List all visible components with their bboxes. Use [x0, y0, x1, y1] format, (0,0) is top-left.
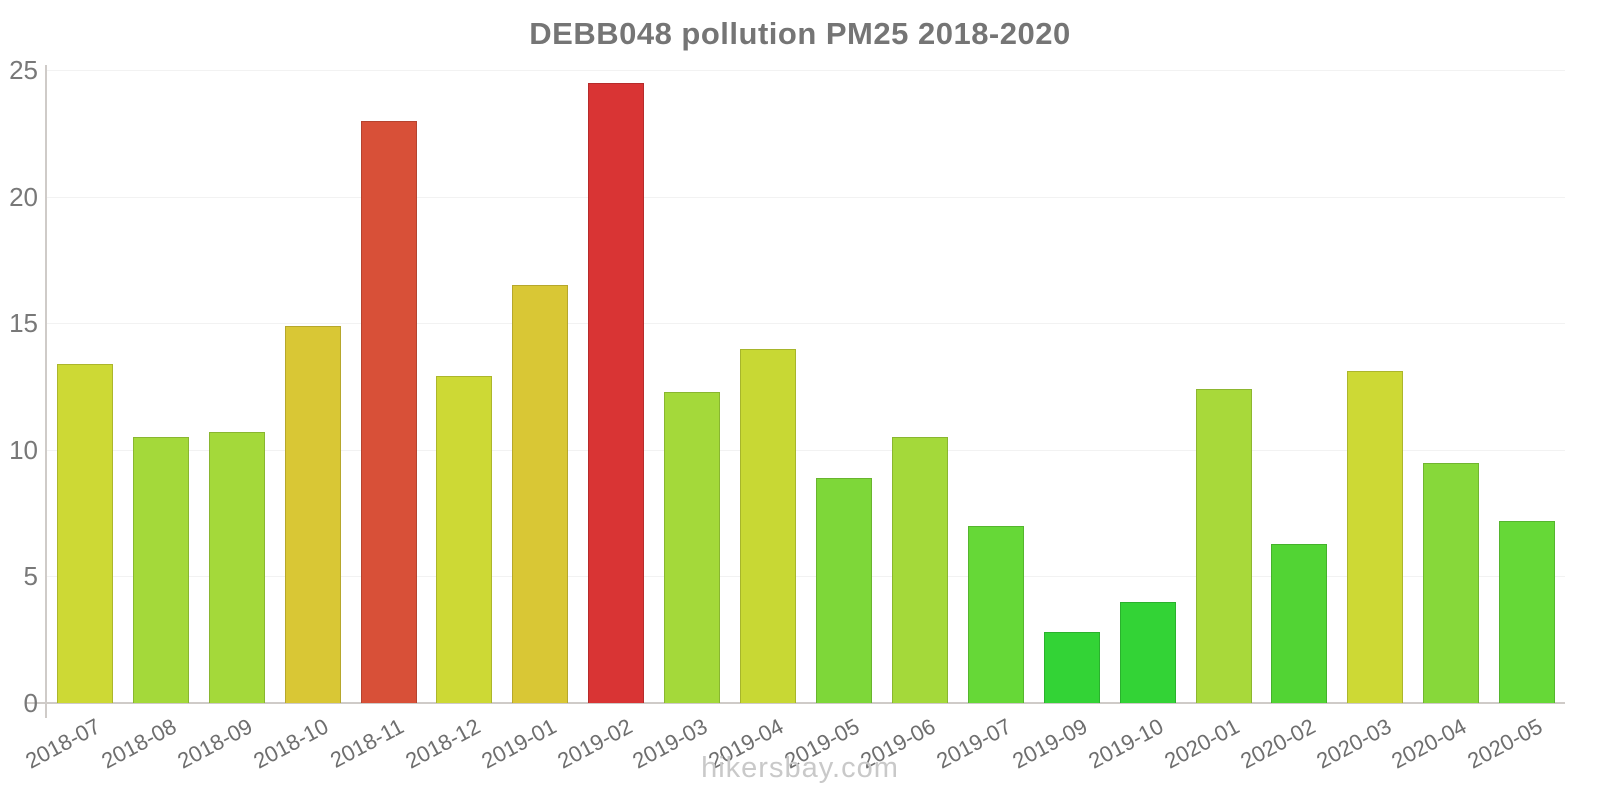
bar-2018-07[interactable] — [56, 363, 113, 703]
bar-2020-04[interactable] — [1423, 462, 1480, 703]
bar-2018-08[interactable] — [132, 437, 189, 703]
bar-slot-2019-07 — [958, 70, 1034, 703]
y-tick-label-5: 5 — [23, 561, 38, 591]
gridline-25 — [47, 70, 1565, 71]
gridline-5 — [47, 576, 1565, 577]
bar-2019-05[interactable] — [816, 477, 873, 703]
y-tick-label-25: 25 — [9, 55, 38, 85]
bar-2019-10[interactable] — [1119, 601, 1176, 703]
bar-slot-2018-10 — [275, 70, 351, 703]
chart-title: DEBB048 pollution PM25 2018-2020 — [529, 16, 1071, 51]
y-tick-label-20: 20 — [9, 182, 38, 212]
bar-slot-2018-11 — [351, 70, 427, 703]
bar-2020-05[interactable] — [1499, 520, 1556, 703]
bar-2020-02[interactable] — [1271, 543, 1328, 703]
bar-2019-04[interactable] — [740, 348, 797, 703]
watermark-text: hikersbay.com — [701, 752, 899, 784]
bar-slot-2019-10 — [1110, 70, 1186, 703]
bar-2018-09[interactable] — [208, 432, 265, 703]
bar-slot-2019-04 — [730, 70, 806, 703]
bar-slot-2018-12 — [427, 70, 503, 703]
gridline-15 — [47, 323, 1565, 324]
bar-slot-2020-04 — [1413, 70, 1489, 703]
bar-slot-2019-02 — [578, 70, 654, 703]
y-axis-line — [45, 65, 47, 718]
bars-group — [47, 70, 1565, 703]
bar-slot-2020-03 — [1337, 70, 1413, 703]
gridline-20 — [47, 197, 1565, 198]
bar-slot-2020-02 — [1262, 70, 1338, 703]
bar-slot-2019-05 — [806, 70, 882, 703]
plot-area — [47, 70, 1565, 703]
bar-slot-2020-01 — [1186, 70, 1262, 703]
bar-slot-2018-08 — [123, 70, 199, 703]
y-tick-label-15: 15 — [9, 308, 38, 338]
bar-slot-2019-09 — [1034, 70, 1110, 703]
y-tick-label-10: 10 — [9, 435, 38, 465]
bar-slot-2019-01 — [502, 70, 578, 703]
bar-slot-2020-05 — [1489, 70, 1565, 703]
bar-slot-2019-03 — [654, 70, 730, 703]
bar-slot-2019-06 — [882, 70, 958, 703]
bar-2018-11[interactable] — [360, 120, 417, 703]
bar-2019-01[interactable] — [512, 285, 569, 703]
y-tick-label-0: 0 — [23, 688, 38, 718]
bar-2019-02[interactable] — [588, 82, 645, 703]
bar-2019-07[interactable] — [967, 525, 1024, 703]
x-axis-line — [45, 702, 1565, 704]
bar-slot-2018-07 — [47, 70, 123, 703]
bar-slot-2018-09 — [199, 70, 275, 703]
bar-2020-03[interactable] — [1347, 371, 1404, 703]
bar-2019-09[interactable] — [1043, 632, 1100, 703]
bar-2018-10[interactable] — [284, 325, 341, 703]
y-axis-zero-tick — [26, 702, 45, 704]
bar-2019-03[interactable] — [664, 391, 721, 703]
bar-2020-01[interactable] — [1195, 389, 1252, 703]
gridline-10 — [47, 450, 1565, 451]
bar-2019-06[interactable] — [891, 437, 948, 703]
bar-2018-12[interactable] — [436, 376, 493, 703]
